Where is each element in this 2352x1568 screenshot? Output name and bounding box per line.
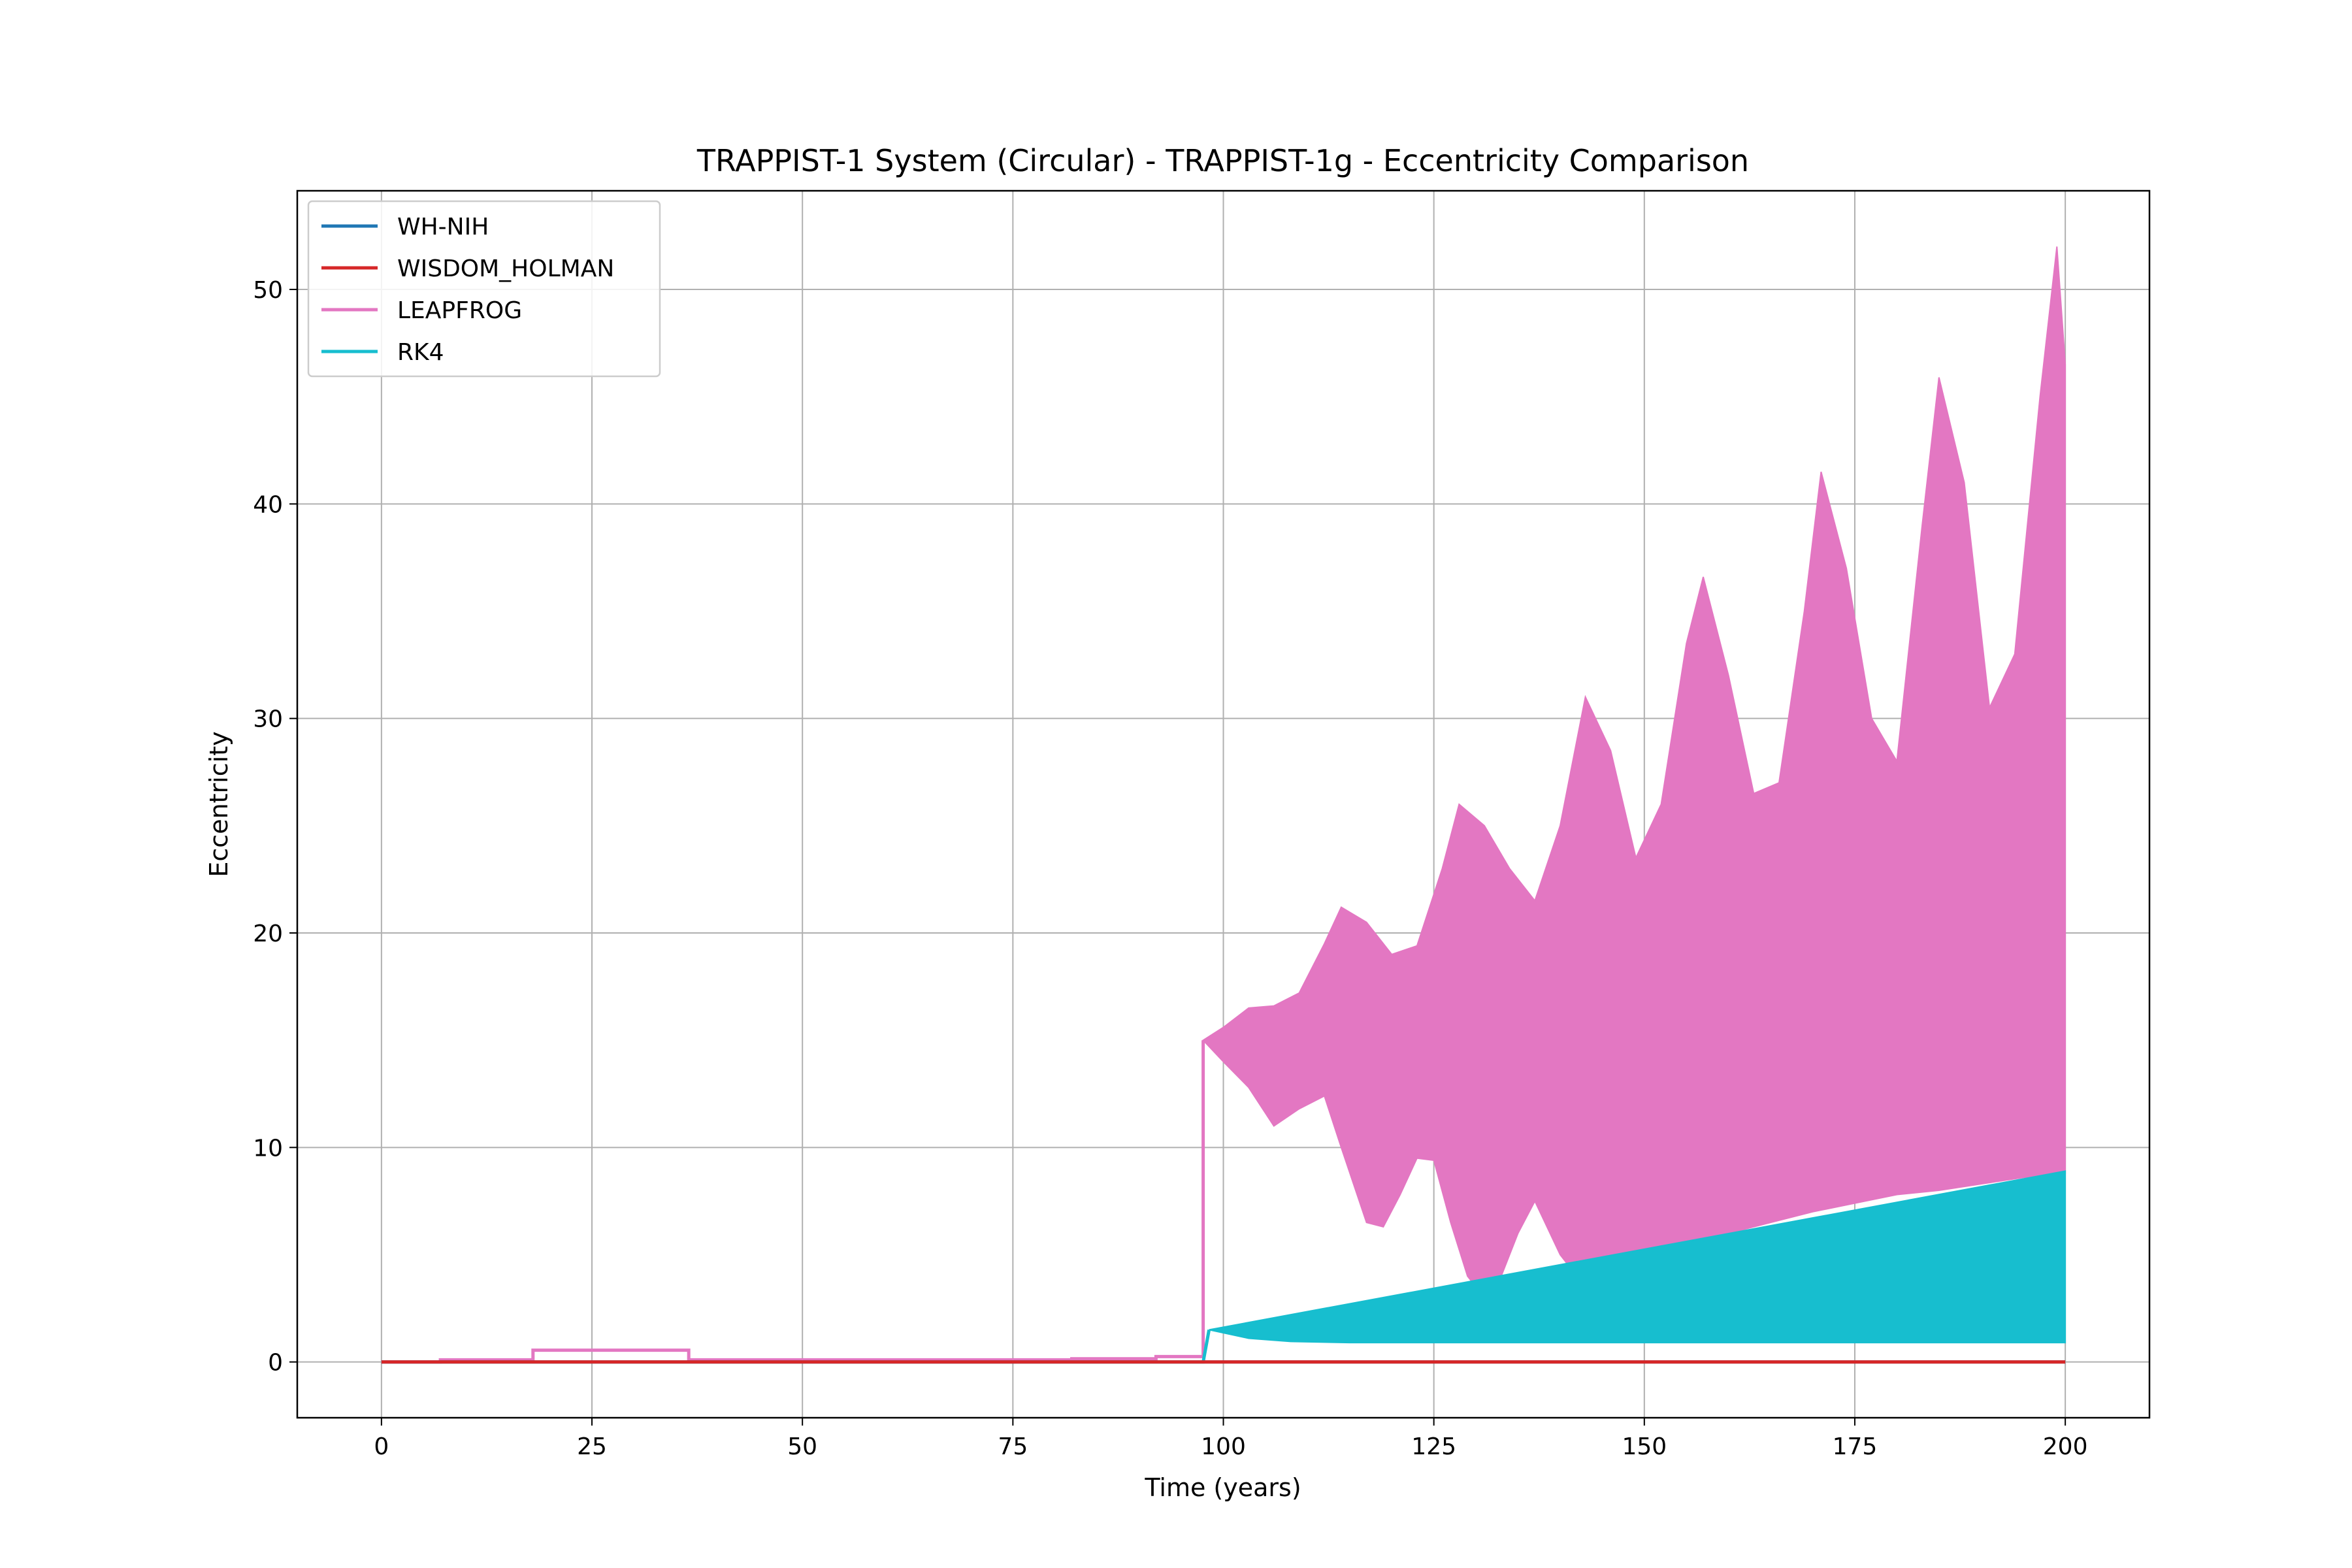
x-tick-label: 200 [2043, 1433, 2088, 1460]
x-tick-label: 0 [374, 1433, 389, 1460]
y-tick-label: 20 [253, 921, 283, 947]
chart-title: TRAPPIST-1 System (Circular) - TRAPPIST-… [696, 143, 1749, 178]
legend-label-leapfrog: LEAPFROG [397, 297, 522, 324]
y-tick-label: 40 [253, 491, 283, 518]
x-tick-label: 75 [998, 1433, 1028, 1460]
legend-label-rk4: RK4 [397, 339, 444, 366]
y-tick-label: 0 [268, 1350, 283, 1377]
legend: WH-NIH WISDOM_HOLMAN LEAPFROG RK4 [307, 200, 661, 378]
ticks: 0 25 50 75 100 125 150 175 200 0 10 20 30 40 50 [253, 277, 2087, 1460]
x-tick-label: 100 [1201, 1433, 1246, 1460]
x-tick-label: 25 [577, 1433, 607, 1460]
x-tick-label: 50 [787, 1433, 817, 1460]
leapfrog-early-line [381, 1040, 1205, 1364]
legend-label-wh-nih: WH-NIH [397, 214, 489, 240]
x-tick-label: 150 [1622, 1433, 1667, 1460]
legend-label-wisdom-holman: WISDOM_HOLMAN [397, 255, 614, 282]
leapfrog-oscillation-band [1202, 246, 2066, 1299]
rk4-oscillation-band [1209, 1170, 2066, 1344]
legend-box [307, 200, 661, 378]
y-tick-label: 30 [253, 706, 283, 733]
x-tick-label: 125 [1411, 1433, 1456, 1460]
y-tick-label: 50 [253, 277, 283, 304]
y-axis-label: Eccentricity [204, 731, 233, 877]
x-axis-label: Time (years) [1144, 1473, 1301, 1502]
y-tick-label: 10 [253, 1135, 283, 1162]
series-layer [381, 246, 2066, 1364]
x-tick-label: 175 [1833, 1433, 1878, 1460]
